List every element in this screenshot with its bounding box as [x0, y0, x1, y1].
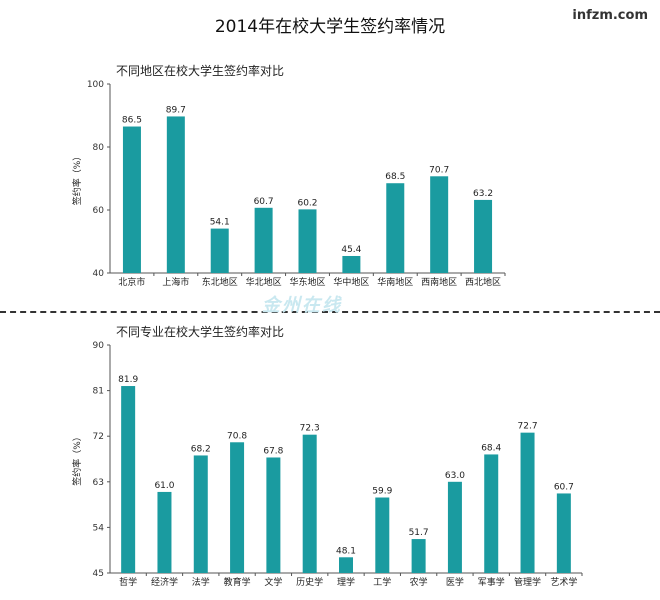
data-label: 70.8: [227, 431, 247, 441]
y-axis-label-major: 签约率（%）: [71, 432, 83, 486]
data-label: 59.9: [372, 487, 392, 497]
y-tick-label: 54: [93, 523, 105, 533]
y-tick-label: 40: [93, 269, 105, 279]
bar-region: [166, 116, 185, 273]
category-label: 艺术学: [550, 576, 577, 588]
data-label: 45.4: [341, 245, 361, 255]
category-label: 教育学: [224, 576, 251, 588]
data-label: 67.8: [263, 446, 283, 456]
data-label: 68.5: [385, 172, 405, 182]
category-label: 农学: [410, 576, 428, 588]
category-label: 西北地区: [465, 276, 501, 288]
y-tick-label: 63: [93, 478, 104, 488]
watermark-logo: 金州在线: [262, 295, 342, 316]
category-label: 法学: [192, 576, 210, 588]
bar-major: [339, 557, 353, 573]
data-label: 89.7: [166, 105, 186, 115]
category-label: 工学: [373, 576, 391, 588]
bar-major: [121, 386, 136, 573]
category-label: 文学: [264, 576, 282, 588]
bar-major: [484, 454, 499, 573]
bar-major: [556, 493, 571, 573]
data-label: 60.7: [254, 197, 274, 207]
y-axis-label-region: 签约率（%）: [71, 152, 83, 206]
category-label: 历史学: [296, 576, 323, 588]
category-label: 华北地区: [246, 276, 282, 288]
data-label: 86.5: [122, 116, 142, 126]
category-label: 华南地区: [377, 276, 413, 288]
data-label: 51.7: [409, 528, 429, 538]
data-label: 72.3: [300, 424, 320, 434]
data-label: 63.2: [473, 189, 493, 199]
bar-region: [430, 176, 449, 273]
category-label: 东北地区: [202, 276, 238, 288]
category-label: 医学: [446, 576, 464, 588]
category-label: 北京市: [118, 276, 145, 288]
bar-region: [474, 199, 493, 273]
bar-major: [375, 497, 390, 573]
data-label: 54.1: [210, 218, 230, 228]
data-label: 68.2: [191, 444, 211, 454]
bar-major: [266, 457, 281, 573]
bar-region: [210, 228, 229, 273]
category-label: 经济学: [151, 576, 178, 588]
bar-major: [411, 539, 426, 573]
brand-logo[interactable]: infzm.com: [572, 8, 648, 23]
data-label: 70.7: [429, 165, 449, 175]
chart-title-region: 不同地区在校大学生签约率对比: [116, 64, 285, 78]
data-label: 48.1: [336, 546, 356, 556]
bar-major: [230, 442, 245, 573]
data-label: 63.0: [445, 471, 465, 481]
y-tick-label: 90: [93, 341, 105, 351]
chart-title-major: 不同专业在校大学生签约率对比: [116, 325, 285, 339]
bar-major: [520, 432, 535, 573]
bar-region: [342, 255, 361, 273]
data-label: 81.9: [118, 375, 138, 385]
bar-region: [122, 126, 141, 274]
y-tick-label: 81: [93, 387, 104, 397]
bar-region: [254, 207, 273, 273]
data-label: 68.4: [481, 443, 501, 453]
data-label: 72.7: [518, 422, 538, 432]
category-label: 华中地区: [333, 276, 369, 288]
y-tick-label: 45: [93, 569, 104, 579]
bar-region: [298, 209, 317, 273]
section-divider: [0, 311, 660, 313]
category-label: 华东地区: [289, 276, 325, 288]
bar-major: [157, 491, 172, 573]
category-label: 西南地区: [421, 276, 457, 288]
category-label: 理学: [337, 576, 355, 588]
category-label: 管理学: [514, 576, 541, 588]
data-label: 60.7: [554, 482, 574, 492]
y-tick-label: 100: [87, 80, 104, 90]
bar-major: [302, 434, 317, 573]
y-tick-label: 80: [93, 143, 105, 153]
bar-region: [386, 183, 405, 273]
category-label: 哲学: [119, 576, 137, 588]
data-label: 61.0: [154, 481, 174, 491]
y-tick-label: 60: [93, 206, 105, 216]
bar-major: [447, 481, 462, 573]
page-title: 2014年在校大学生签约率情况: [214, 17, 446, 37]
category-label: 军事学: [478, 576, 505, 588]
category-label: 上海市: [162, 276, 189, 288]
bar-major: [193, 455, 208, 573]
y-tick-label: 72: [93, 432, 104, 442]
data-label: 60.2: [297, 198, 317, 208]
